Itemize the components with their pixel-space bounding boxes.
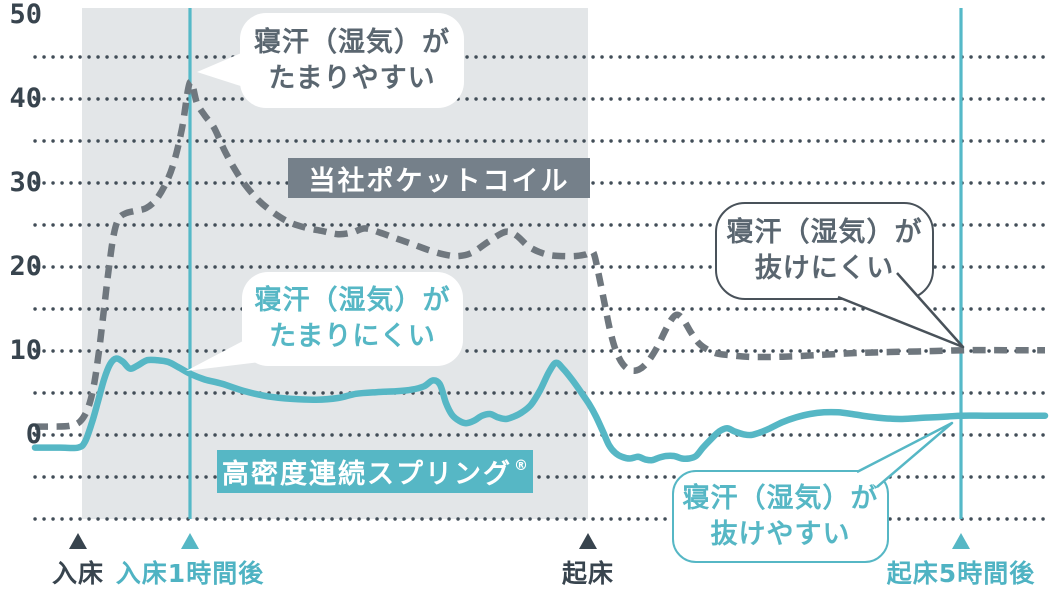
x-marker-triangle — [952, 533, 970, 549]
y-axis-label: 20 — [9, 251, 42, 282]
callout-escapes-easily: 寝汗（湿気）が 抜けやすい — [672, 470, 889, 563]
x-marker-triangle — [181, 533, 199, 549]
spring-label: 高密度連続スプリング — [222, 459, 512, 490]
callout-line: 寝汗（湿気）が — [682, 482, 879, 514]
x-marker-triangle — [69, 533, 87, 549]
callout-line: 寝汗（湿気）が — [254, 285, 451, 317]
callout-line: 寝汗（湿気）が — [726, 217, 923, 249]
x-axis-label: 起床5時間後 — [886, 559, 1036, 588]
pocket-coil-label: 当社ポケットコイル — [308, 165, 570, 197]
y-axis-label: 40 — [9, 83, 42, 114]
y-axis-label: 30 — [9, 167, 42, 198]
callout-line: たまりやすい — [268, 62, 436, 94]
y-axis-label: 10 — [9, 335, 42, 366]
pocket-coil-line — [34, 78, 1045, 430]
callout-line: たまりにくい — [269, 321, 436, 352]
x-axis-label: 起床 — [561, 559, 615, 588]
callout-escapes-hardly: 寝汗（湿気）が 抜けにくい — [715, 202, 934, 300]
callout-line: 抜けやすい — [710, 518, 851, 550]
callout-accumulates-easily: 寝汗（湿気）が たまりやすい — [240, 13, 464, 108]
x-axis-label: 入床1時間後 — [115, 559, 265, 588]
pocket-coil-label-box: 当社ポケットコイル — [288, 158, 590, 198]
x-marker-triangle — [579, 533, 597, 549]
spring-line — [31, 355, 1049, 464]
y-axis-label: 0 — [25, 419, 42, 450]
spring-label-box: 高密度連続スプリング ® — [217, 450, 533, 493]
y-axis-label: 50 — [9, 0, 42, 30]
callout-line: 抜けにくい — [754, 253, 895, 284]
callout-line: 寝汗（湿気）が — [254, 26, 450, 58]
callout-accumulates-hardly: 寝汗（湿気）が たまりにくい — [242, 272, 463, 366]
registered-trademark-mark: ® — [514, 457, 528, 474]
x-axis-label: 入床 — [51, 559, 105, 588]
